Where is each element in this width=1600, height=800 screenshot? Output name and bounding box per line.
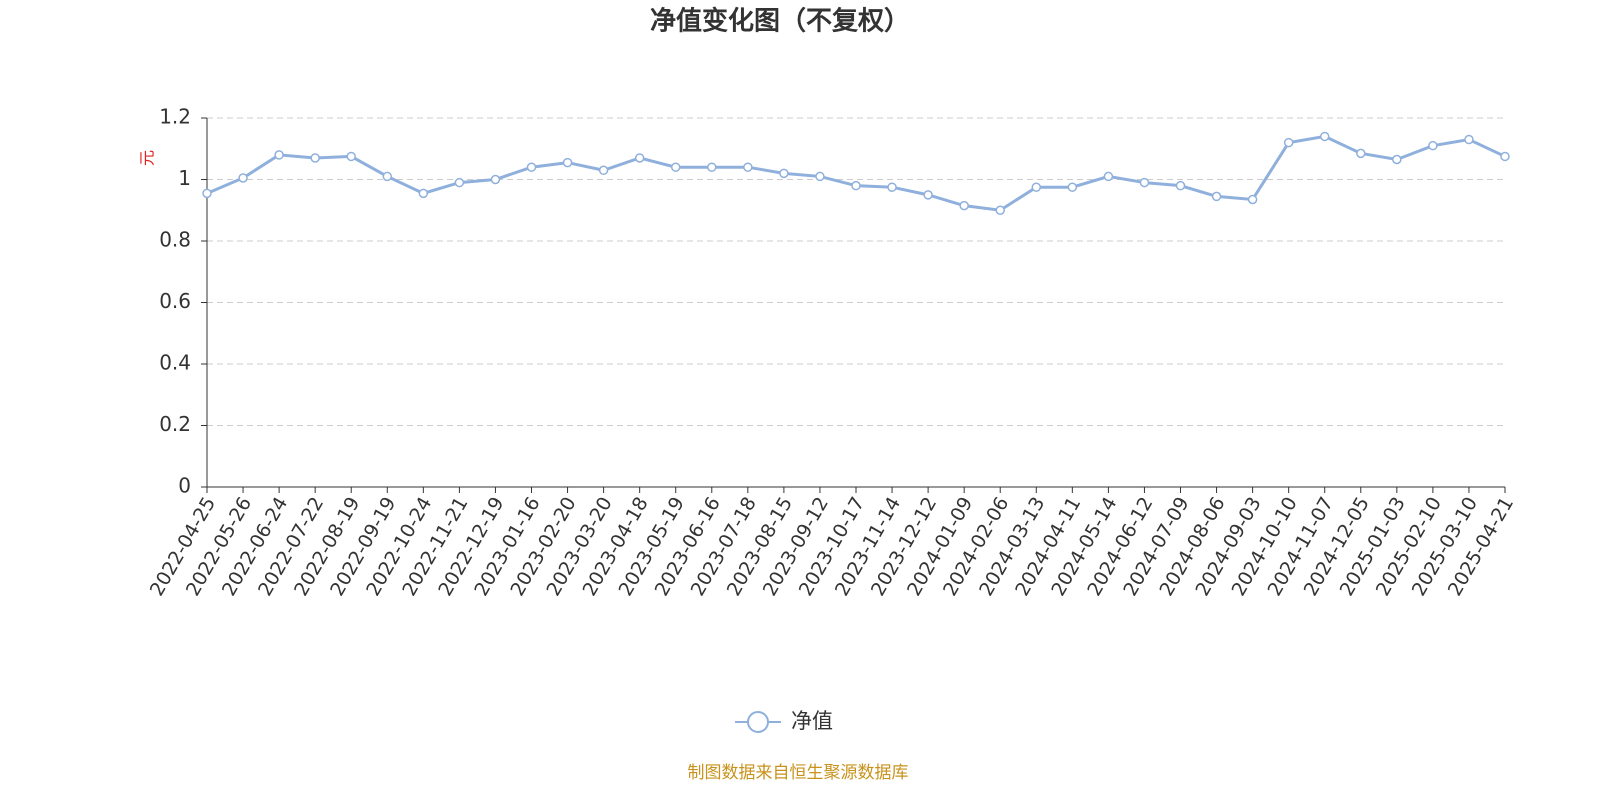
point [851,180,861,191]
y-tick-label: 0.4 [159,351,191,375]
point [1247,194,1258,205]
point [346,151,356,162]
y-tick-label: 0.6 [159,289,191,313]
point [1428,140,1438,151]
point [1211,191,1222,202]
point [310,153,320,163]
point [526,162,537,172]
point [1283,137,1294,148]
y-tick-label: 0 [178,474,191,498]
y-tick-label: 0.2 [159,412,191,436]
line [206,134,1506,212]
legend-marker [747,711,769,733]
point [1031,182,1042,192]
point [887,182,897,192]
point [1500,151,1510,162]
point [490,174,501,185]
legend-label: 净值 [791,709,833,733]
point [598,165,609,176]
point [238,173,248,183]
point [1464,134,1474,145]
point [815,171,825,182]
point [1319,131,1330,142]
point [779,168,789,179]
y-axis-label: 元 [138,150,157,166]
point [707,162,717,172]
point [382,171,393,182]
y-tick-label: 1.2 [159,105,191,129]
point [670,162,681,172]
point [202,188,212,199]
point [454,177,465,188]
source-note: 制图数据来自恒生聚源数据库 [688,763,909,783]
point [923,190,933,200]
point [1175,180,1186,191]
point [274,150,284,160]
point [1392,154,1402,165]
point [1139,177,1150,188]
point [1103,171,1114,182]
point [1067,182,1078,192]
point [959,200,969,211]
y-tick-label: 1 [178,166,191,190]
chart-title: 净值变化图（不复权） [650,6,910,37]
point [562,157,573,168]
point [995,205,1005,215]
y-tick-label: 0.8 [159,228,191,252]
point [418,188,429,199]
point [743,162,753,172]
point [1356,148,1366,159]
point [634,153,645,163]
